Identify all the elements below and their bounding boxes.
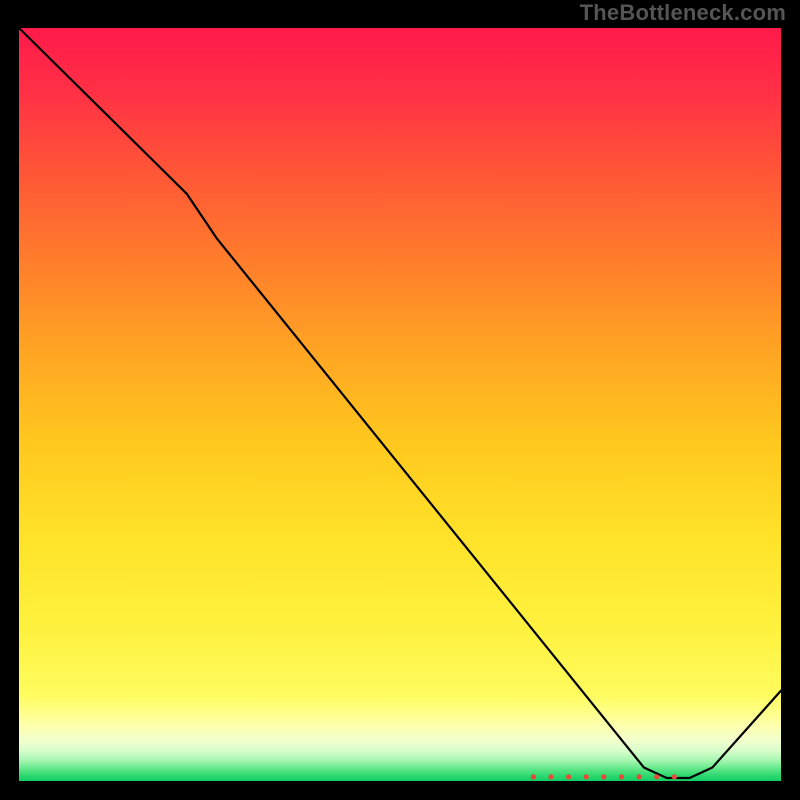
chart-plot-area [19, 28, 781, 781]
chart-marker [601, 774, 606, 779]
chart-marker [636, 774, 641, 779]
watermark-text: TheBottleneck.com [580, 0, 786, 26]
chart-marker [548, 774, 553, 779]
chart-svg [19, 28, 781, 781]
chart-marker [531, 774, 536, 779]
chart-marker [672, 774, 677, 779]
chart-marker-strip [531, 774, 677, 779]
chart-marker [654, 774, 659, 779]
chart-marker [619, 774, 624, 779]
chart-marker [584, 774, 589, 779]
chart-marker [566, 774, 571, 779]
